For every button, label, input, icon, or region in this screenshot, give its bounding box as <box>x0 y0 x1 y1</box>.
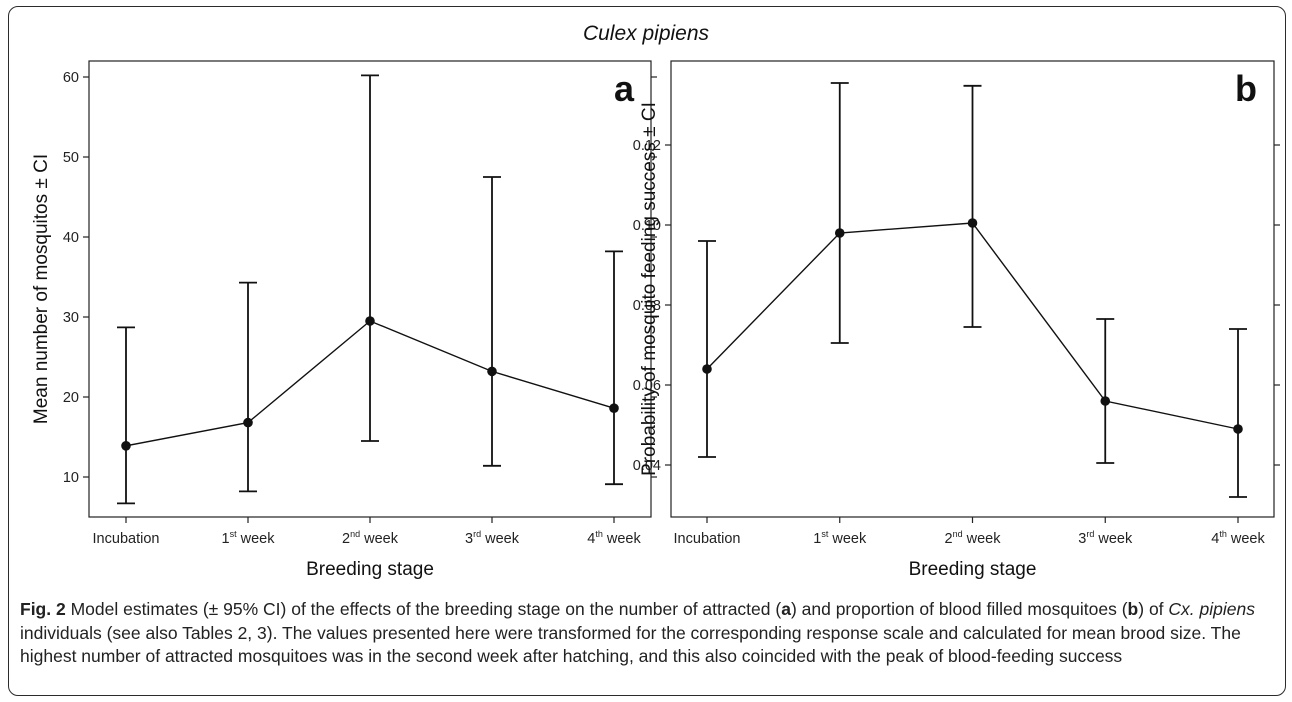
y-tick-label: 20 <box>63 390 79 406</box>
x-tick-label: 4th week <box>587 529 641 547</box>
x-tick-label: 1st week <box>813 529 867 547</box>
x-tick-label: 4th week <box>1211 529 1265 547</box>
data-point <box>121 441 131 451</box>
data-point <box>1100 396 1111 406</box>
y-tick-label: 0.04 <box>633 458 661 474</box>
x-tick-label: 1st week <box>222 529 276 547</box>
panel-b-chart: 0.04 0.06 0.08 0.10 0.12 Incubation 1st week 2n… <box>633 60 1280 580</box>
y-tick-label: 60 <box>63 70 79 86</box>
figure-frame <box>8 6 1286 696</box>
panel-label: b <box>1235 68 1257 109</box>
caption-text-4: individuals (see also Tables 2, 3). The … <box>20 622 1241 667</box>
data-point <box>609 403 619 414</box>
data-point <box>834 228 845 238</box>
caption-species: Cx. pipiens <box>1168 599 1255 619</box>
y-tick-label: 40 <box>63 230 79 246</box>
data-point <box>967 218 978 228</box>
figure-title: Culex pipiens <box>583 22 710 45</box>
x-tick-label: 2nd week <box>342 529 399 547</box>
y-tick-label: 0.10 <box>633 218 661 234</box>
y-tick-label: 30 <box>63 310 79 326</box>
data-point <box>702 364 712 374</box>
x-tick-label: Incubation <box>674 531 741 547</box>
caption-text-3: ) of <box>1138 599 1169 619</box>
x-tick-label: 3rd week <box>465 529 520 547</box>
y-tick-label: 50 <box>63 150 79 166</box>
data-point <box>365 316 375 326</box>
figure-caption: Fig. 2 Model estimates (± 95% CI) of the… <box>20 598 1272 669</box>
x-tick-label: Incubation <box>93 531 160 547</box>
data-point <box>487 366 497 377</box>
y-tick-label: 0.08 <box>633 298 661 314</box>
y-tick-label: 0.06 <box>633 378 661 394</box>
x-tick-label: 3rd week <box>1078 529 1133 547</box>
y-tick-label: 0.12 <box>633 138 661 154</box>
panel-label: a <box>614 68 635 109</box>
data-point <box>1233 424 1243 434</box>
y-axis-label: Probability of mosquito feeding success … <box>639 102 660 476</box>
y-tick-label: 10 <box>63 470 79 486</box>
panel-a-chart: 10 20 30 40 50 60 Incubation 1st week 2nd week 3r… <box>31 60 657 580</box>
caption-panel-a: a <box>781 599 791 619</box>
y-axis-label: Mean number of mosquitos ± CI <box>31 154 52 424</box>
data-point <box>243 417 253 428</box>
caption-panel-b: b <box>1127 599 1139 619</box>
caption-text-1: Model estimates (± 95% CI) of the effect… <box>65 599 782 619</box>
x-axis-label: Breeding stage <box>306 559 434 580</box>
figure-plots: Culex pipiens 10 20 30 40 50 60 Incubation 1st … <box>31 22 1280 580</box>
caption-fig-label: Fig. 2 <box>20 599 66 619</box>
caption-text-2: ) and proportion of blood filled mosquit… <box>790 599 1128 619</box>
x-tick-label: 2nd week <box>945 529 1002 547</box>
x-axis-label: Breeding stage <box>909 559 1037 580</box>
